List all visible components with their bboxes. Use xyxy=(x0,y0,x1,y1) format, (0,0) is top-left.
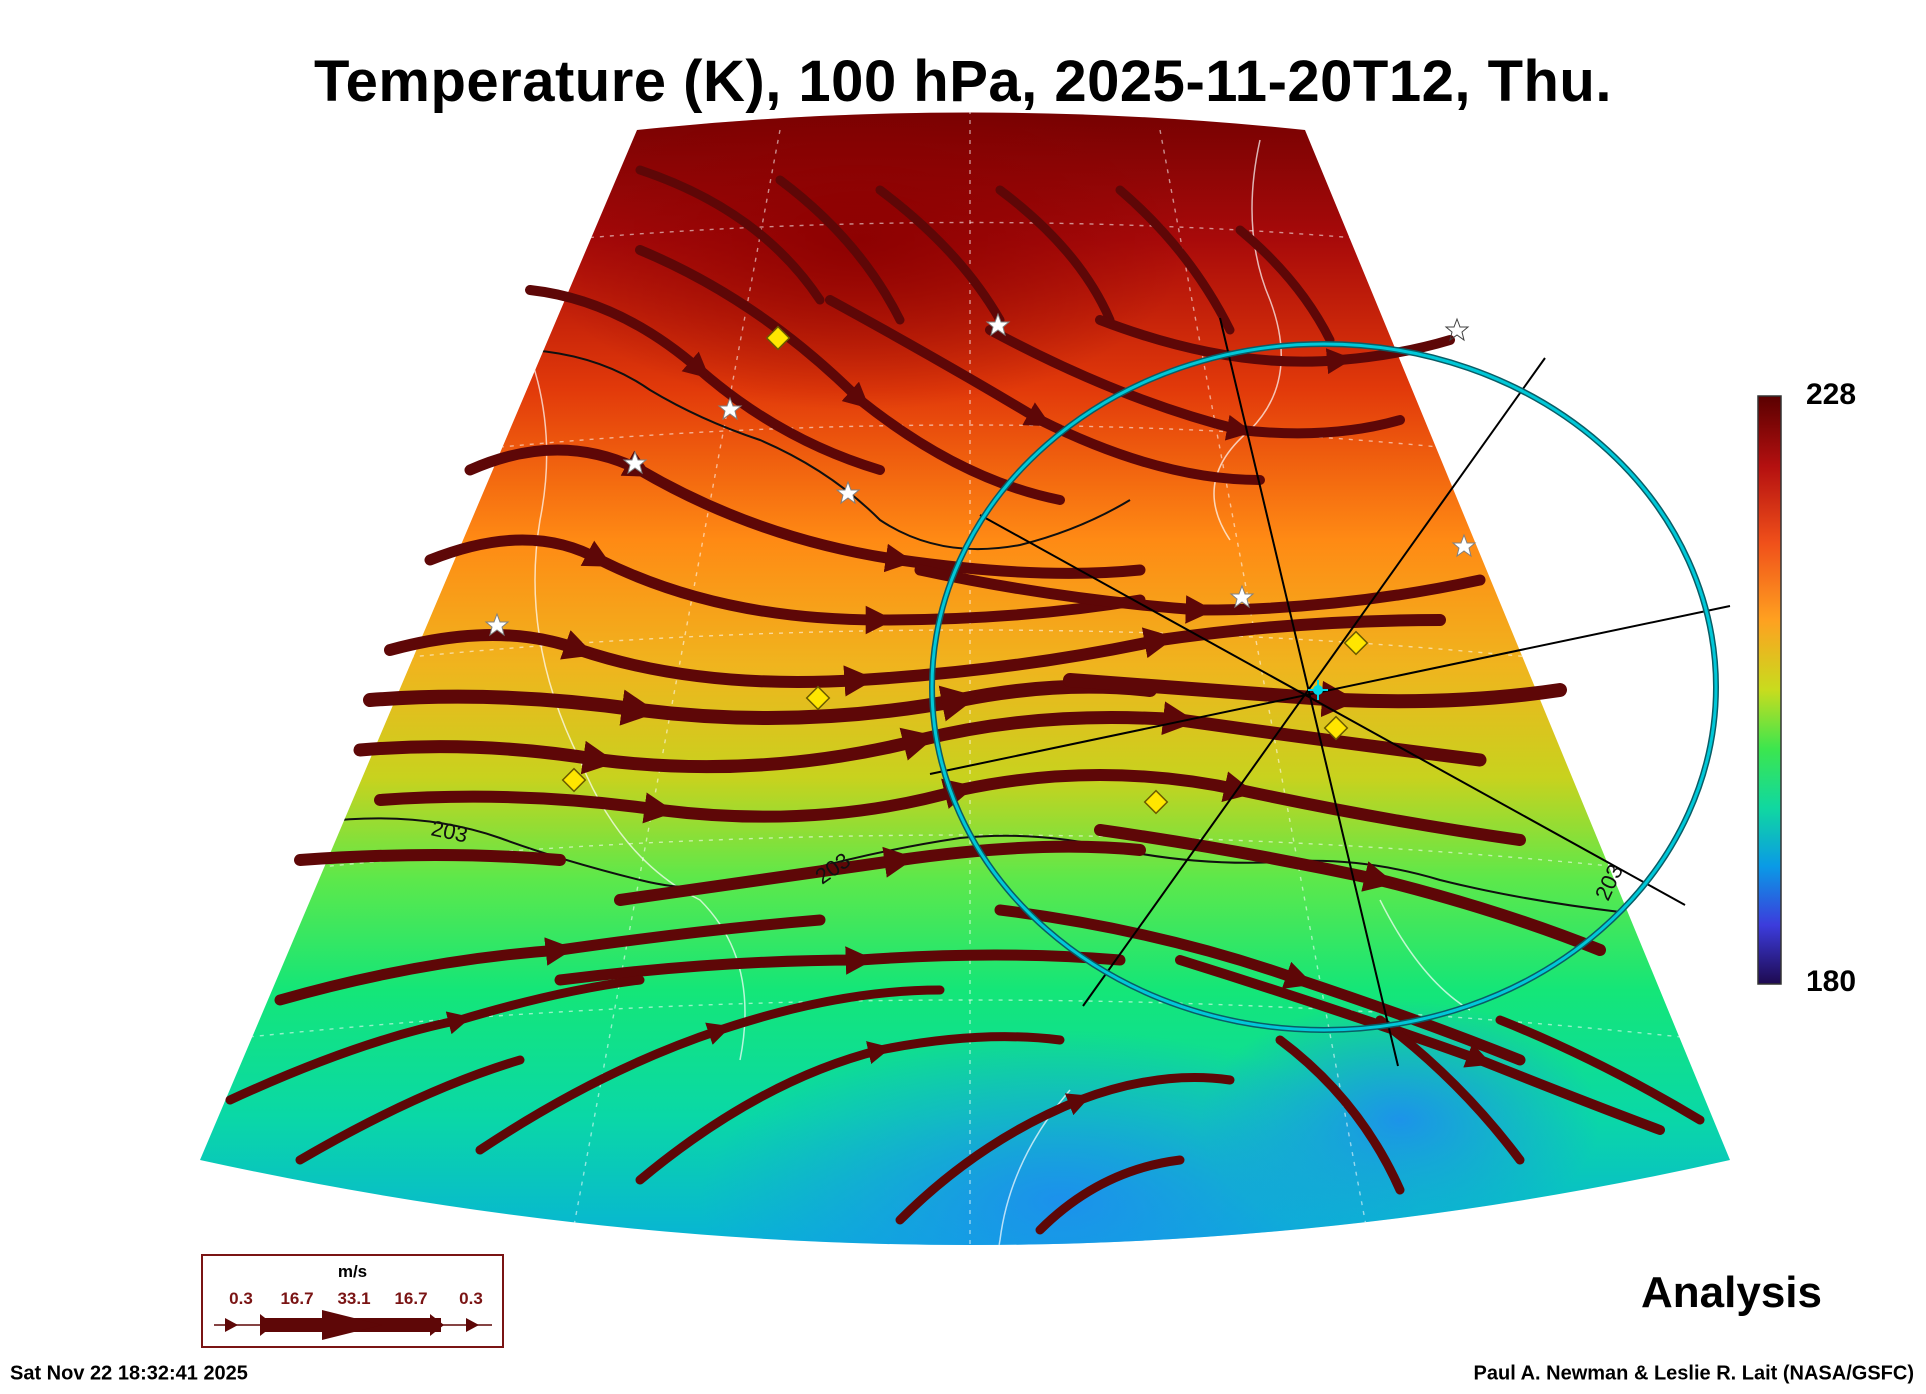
colorbar-max-label: 228 xyxy=(1806,378,1857,411)
diamond-marker xyxy=(1343,630,1369,656)
station-markers xyxy=(484,312,1477,815)
star-marker xyxy=(985,312,1011,337)
diamond-marker xyxy=(805,685,831,711)
target-point xyxy=(1308,680,1328,700)
wind-speed-legend: m/s 0.3 16.7 33.1 16.7 0.3 xyxy=(201,1254,504,1348)
footer-credit: Paul A. Newman & Leslie R. Lait (NASA/GS… xyxy=(1473,1362,1914,1385)
radial-lines xyxy=(929,317,1731,1067)
diamond-marker xyxy=(765,325,791,351)
map-title: Temperature (K), 100 hPa, 2025-11-20T12,… xyxy=(314,49,1612,114)
star-marker xyxy=(1451,533,1477,558)
wind-legend-value: 16.7 xyxy=(280,1289,314,1308)
star-marker xyxy=(1444,317,1470,342)
wind-legend-unit: m/s xyxy=(337,1262,368,1281)
star-marker xyxy=(717,396,743,421)
colorbar-min-label: 180 xyxy=(1806,965,1857,998)
range-ring xyxy=(929,341,1719,1033)
diamond-marker xyxy=(561,767,587,793)
diamond-marker xyxy=(1143,789,1169,815)
wind-legend-arrows xyxy=(214,1310,492,1340)
wind-legend-value: 33.1 xyxy=(337,1289,371,1308)
analysis-label: Analysis xyxy=(1641,1268,1822,1317)
wind-legend-value: 0.3 xyxy=(229,1289,253,1308)
colorbar xyxy=(1757,395,1782,985)
diamond-marker xyxy=(1323,715,1349,741)
wind-legend-value: 16.7 xyxy=(394,1289,428,1308)
star-marker xyxy=(622,450,648,475)
wind-legend-value: 0.3 xyxy=(459,1289,483,1308)
star-marker xyxy=(835,480,861,505)
star-marker xyxy=(1229,584,1255,609)
wind-streamlines xyxy=(225,165,1705,1235)
footer-timestamp: Sat Nov 22 18:32:41 2025 xyxy=(10,1362,248,1385)
star-marker xyxy=(484,612,510,637)
